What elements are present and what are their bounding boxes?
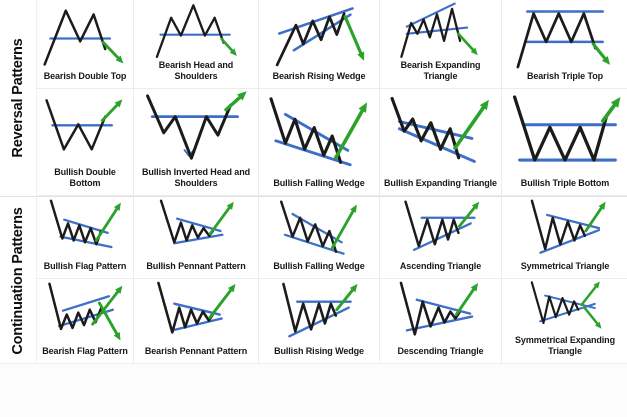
ascending-triangle-icon — [404, 200, 480, 252]
pattern-label: Symmetrical Triangle — [520, 261, 610, 272]
bullish-flag-icon — [49, 199, 121, 249]
footer-strip — [0, 363, 627, 417]
section-pattern-grid: Bearish Double Top Bearish Head and Shou… — [37, 0, 627, 196]
pattern-label: Bearish Head and Shoulders — [158, 60, 234, 82]
pattern-label: Bullish Expanding Triangle — [384, 178, 497, 189]
pattern-label: Bearish Pennant Pattern — [144, 346, 248, 357]
pattern-label: Bearish Triple Top — [526, 71, 604, 82]
pattern-label: Bullish Inverted Head and Shoulders — [141, 167, 251, 189]
bullish-pennant-icon — [159, 199, 234, 245]
pattern-cell-bullish-falling-wedge: Bullish Falling Wedge — [259, 197, 380, 279]
pattern-label: Bullish Double Bottom — [54, 167, 116, 189]
pattern-label: Bullish Pennant Pattern — [146, 261, 246, 272]
pattern-label: Bearish Expanding Triangle — [400, 60, 481, 82]
bullish-rising-wedge-icon — [282, 282, 358, 338]
bearish-pennant-icon — [157, 281, 236, 334]
symmetrical-expanding-triangle-icon — [530, 281, 602, 329]
pattern-label: Bullish Falling Wedge — [273, 178, 365, 189]
pattern-cell-ascending-triangle: Ascending Triangle — [380, 197, 502, 279]
bullish-double-bottom-icon — [45, 99, 123, 151]
pattern-cell-bearish-pennant: Bearish Pennant Pattern — [134, 279, 259, 364]
pattern-cell-bearish-flag: Bearish Flag Pattern — [37, 279, 134, 364]
pattern-cell-bullish-inverted-head-and-shoulders: Bullish Inverted Head and Shoulders — [134, 89, 259, 196]
pattern-cell-bearish-expanding-triangle: Bearish Expanding Triangle — [380, 0, 502, 89]
section-title: Reversal Patterns — [0, 0, 37, 196]
bullish-inverted-head-and-shoulders-icon — [146, 91, 247, 160]
pattern-label: Bullish Triple Bottom — [520, 178, 610, 189]
pattern-cell-descending-triangle: Descending Triangle — [380, 279, 502, 364]
pattern-label: Descending Triangle — [397, 346, 484, 357]
pattern-label: Bullish Flag Pattern — [43, 261, 127, 272]
pattern-cell-bearish-double-top: Bearish Double Top — [37, 0, 134, 89]
pattern-label: Bearish Rising Wedge — [272, 71, 366, 82]
pattern-cell-bearish-rising-wedge: Bearish Rising Wedge — [259, 0, 380, 89]
section-continuation-patterns: Continuation Patterns Bullish Flag Patte… — [0, 196, 627, 364]
section-title-text: Continuation Patterns — [10, 206, 26, 355]
pattern-cell-bullish-triple-bottom: Bullish Triple Bottom — [502, 89, 627, 196]
bearish-flag-icon — [48, 282, 123, 341]
bearish-expanding-triangle-icon — [400, 2, 478, 59]
bearish-triple-top-icon — [516, 10, 611, 69]
section-title: Continuation Patterns — [0, 197, 37, 364]
pattern-cell-symmetrical-triangle: Symmetrical Triangle — [502, 197, 627, 279]
bullish-falling-wedge-icon — [269, 97, 367, 167]
pattern-cell-symmetrical-expanding-triangle: Symmetrical Expanding Triangle — [502, 279, 627, 364]
symmetrical-triangle-icon — [530, 199, 606, 254]
bullish-expanding-triangle-icon — [390, 96, 489, 163]
bullish-triple-bottom-icon — [512, 95, 621, 162]
pattern-label: Bullish Falling Wedge — [273, 261, 365, 272]
section-reversal-patterns: Reversal Patterns Bearish Double Top Bea… — [0, 0, 627, 196]
pattern-cell-bullish-double-bottom: Bullish Double Bottom — [37, 89, 134, 196]
descending-triangle-icon — [399, 281, 479, 336]
pattern-label: Ascending Triangle — [399, 261, 482, 272]
pattern-label: Symmetrical Expanding Triangle — [515, 335, 615, 357]
pattern-label: Bullish Rising Wedge — [274, 346, 364, 357]
pattern-cell-bearish-head-shoulders: Bearish Head and Shoulders — [134, 0, 259, 89]
pattern-cell-bullish-pennant: Bullish Pennant Pattern — [134, 197, 259, 279]
pattern-cell-bearish-triple-top: Bearish Triple Top — [502, 0, 627, 89]
bearish-rising-wedge-icon — [275, 7, 365, 67]
pattern-cell-bullish-falling-wedge: Bullish Falling Wedge — [259, 89, 380, 196]
pattern-label: Bearish Flag Pattern — [42, 346, 128, 357]
pattern-cell-bullish-flag: Bullish Flag Pattern — [37, 197, 134, 279]
bearish-head-shoulders-icon — [155, 4, 237, 59]
section-title-text: Reversal Patterns — [10, 38, 26, 158]
pattern-label: Bearish Double Top — [43, 71, 127, 82]
section-pattern-grid: Bullish Flag Pattern Bullish Pennant Pat… — [37, 197, 627, 364]
patterns-grid: Reversal Patterns Bearish Double Top Bea… — [0, 0, 627, 364]
bullish-falling-wedge-icon — [280, 200, 357, 255]
bearish-double-top-icon — [43, 9, 124, 66]
pattern-cell-bullish-rising-wedge: Bullish Rising Wedge — [259, 279, 380, 364]
pattern-cell-bullish-expanding-triangle: Bullish Expanding Triangle — [380, 89, 502, 196]
